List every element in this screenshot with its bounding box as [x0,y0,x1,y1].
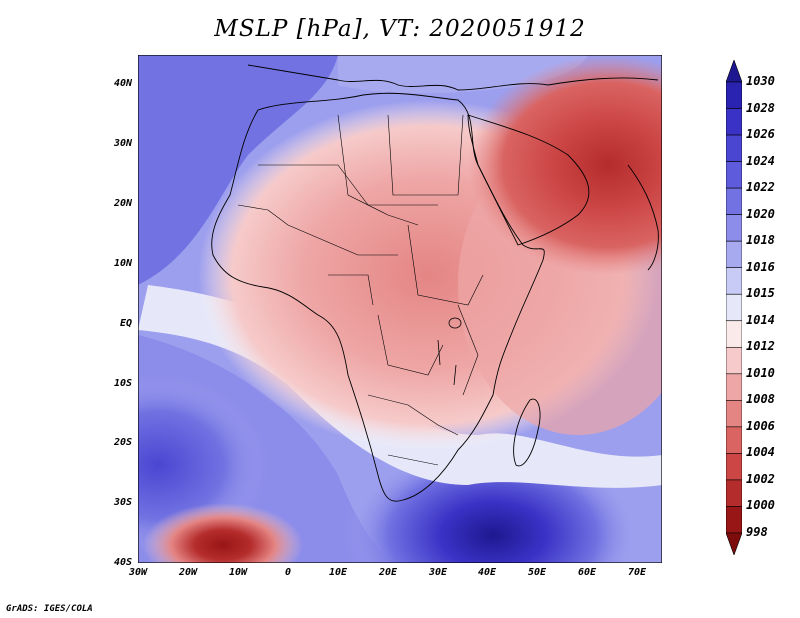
colorbar-label: 1008 [746,392,775,407]
colorbar-segment [726,108,742,136]
high-north-atlantic [138,55,338,285]
colorbar-segment [726,453,742,481]
lat-label: 20S [113,437,132,448]
colorbar-label: 998 [746,525,768,539]
coastline-india [627,164,659,271]
colorbar-segment [726,400,742,428]
lat-label: 10N [113,258,132,269]
lon-label: 10E [328,567,348,578]
coastline-europe [247,64,659,91]
colorbar-label: 1006 [746,418,775,433]
colorbar [726,60,742,555]
colorbar-label: 1028 [746,100,775,115]
colorbar-segment [726,426,742,454]
colorbar-label: 1014 [746,312,775,327]
lat-label: 30N [113,138,132,149]
colorbar-segment [726,479,742,507]
colorbar-segment [726,187,742,215]
colorbar-label: 1004 [746,445,775,460]
lon-label: 0 [284,567,292,578]
colorbar-segment [726,134,742,162]
lon-label: 20W [178,567,198,578]
lon-label: 50E [527,567,547,578]
lat-label: 40S [113,557,132,568]
lon-label: 70E [627,567,647,578]
colorbar-top-arrow [726,60,742,83]
lat-label: 30S [113,497,132,508]
colorbar-segment [726,506,742,534]
colorbar-label: 1015 [746,286,775,301]
colorbar-segment [726,81,742,109]
lon-label: 10W [228,567,248,578]
colorbar-segment [726,214,742,242]
arabian-low [468,55,662,275]
lon-label: 30W [128,567,148,578]
lon-label: 20E [378,567,398,578]
colorbar-segment [726,293,742,322]
colorbar-label: 1022 [746,180,775,195]
lon-label: 60E [577,567,597,578]
colorbar-segment [726,346,742,375]
colorbar-label: 1010 [746,365,775,380]
coastline-arabia [467,114,590,246]
colorbar-label: 1002 [746,471,775,486]
lakes [437,317,462,386]
colorbar-segment [726,267,742,295]
lon-label: 30E [428,567,448,578]
colorbar-bottom-arrow [726,532,742,555]
colorbar-label: 1016 [746,259,775,274]
colorbar-label: 1026 [746,127,775,142]
colorbar-label: 1012 [746,339,775,354]
colorbar-segment [726,240,742,269]
coastline-madagascar [513,398,541,467]
country-borders [237,114,484,466]
coastline-africa [211,92,545,502]
colorbar-segment [726,161,742,189]
chart-title: MSLP [hPa], VT: 2020051912 [214,16,586,42]
colorbar-segment [726,320,742,348]
low-southwest [143,503,303,563]
lat-label: EQ [119,318,132,329]
colorbar-label: 1020 [746,206,775,221]
colorbar-label: 1000 [746,498,775,513]
colorbar-label: 1030 [746,74,775,88]
lon-label: 40E [477,567,497,578]
lat-label: 10S [113,378,132,389]
colorbar-segment [726,373,742,401]
mslp-map [138,55,662,563]
lat-label: 20N [113,198,132,209]
colorbar-label: 1018 [746,233,775,248]
grads-credit: GrADS: IGES/COLA [6,604,93,614]
colorbar-label: 1024 [746,153,775,168]
lat-label: 40N [113,78,132,89]
